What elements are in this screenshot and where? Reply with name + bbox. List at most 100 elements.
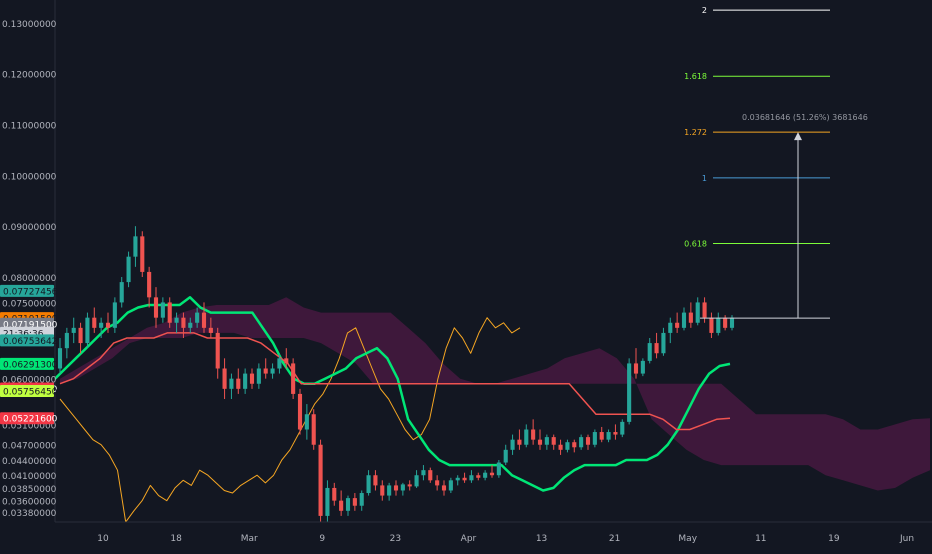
candle-body — [174, 317, 179, 323]
candle-body — [188, 322, 193, 328]
candle — [476, 472, 481, 481]
candle-body — [695, 302, 700, 323]
candle — [359, 490, 364, 511]
candle — [263, 358, 268, 379]
conversion-line — [54, 296, 731, 492]
candle — [496, 459, 501, 478]
candle-body — [318, 444, 323, 516]
candle — [332, 482, 337, 506]
price-badge: 0.05221600 — [0, 412, 58, 425]
candle — [284, 348, 289, 369]
candle-body — [153, 297, 159, 318]
candle-body — [393, 485, 399, 491]
price-badge: 0.06753642 — [0, 334, 57, 347]
price-badge-bg — [0, 357, 54, 370]
candle — [407, 480, 412, 491]
candle-body — [78, 327, 83, 344]
candle — [709, 312, 714, 339]
candle-body — [709, 317, 714, 333]
candle — [133, 226, 138, 267]
candle-body — [428, 470, 433, 481]
candle — [153, 287, 159, 328]
candle — [366, 470, 371, 496]
candle — [393, 480, 399, 496]
y-tick-label: 0.13000000 — [2, 20, 57, 30]
candle-body — [236, 378, 241, 389]
price-badge: 0.07191500 — [0, 317, 58, 330]
candle — [373, 470, 378, 491]
y-axis[interactable]: 0.13000000 0.12000000 0.11000000 0.10000000… — [0, 0, 58, 550]
candle-body — [284, 358, 289, 364]
candle — [256, 363, 261, 389]
candle-body — [510, 439, 515, 450]
candle — [681, 307, 687, 331]
x-axis[interactable]: 10 18 Mar 9 23 Apr 13 21 May 11 19 Jun — [55, 521, 932, 544]
candle-body — [681, 312, 687, 328]
candle — [544, 434, 549, 450]
candle-body — [339, 500, 344, 511]
candle-body — [455, 477, 460, 481]
candle — [291, 358, 296, 399]
candle-body — [181, 317, 186, 328]
candle-body — [332, 487, 337, 501]
candle-body — [112, 302, 117, 328]
candle-body — [352, 498, 357, 506]
fib-level-label: 1 — [702, 174, 707, 183]
price-badge-label: 0.07727456 — [3, 287, 58, 297]
candle — [606, 429, 611, 443]
candle — [558, 439, 563, 455]
x-tick-label: 11 — [755, 534, 766, 544]
candle — [668, 317, 673, 344]
price-badge: 0.06291300 — [0, 357, 58, 370]
candle-body — [421, 470, 426, 476]
candle — [640, 358, 645, 377]
candle-body — [435, 480, 440, 486]
candle — [448, 477, 453, 494]
candle-body — [469, 475, 474, 481]
candle-body — [716, 317, 721, 333]
candles-layer — [57, 226, 735, 522]
price-badge-label: 0.07191500 — [3, 320, 58, 330]
price-badge-bg — [0, 385, 54, 398]
candle — [414, 470, 419, 488]
candle-body — [579, 437, 584, 448]
candle — [441, 480, 447, 496]
candle — [551, 434, 556, 450]
candle — [585, 434, 591, 450]
candle-body — [263, 368, 268, 374]
candle-body — [400, 484, 405, 491]
candle — [627, 358, 632, 425]
candle-body — [675, 322, 680, 328]
x-tick-label: May — [678, 534, 697, 544]
candle — [318, 439, 323, 522]
candle-body — [99, 322, 104, 328]
candle-body — [489, 472, 495, 476]
candle-body — [366, 475, 371, 494]
candle — [249, 368, 255, 389]
candle-body — [277, 358, 282, 369]
y-tick-label: 0.10000000 — [2, 172, 57, 182]
candle-body — [229, 378, 234, 389]
candle-body — [291, 363, 296, 394]
candle — [71, 317, 76, 344]
y-tick-label: 0.12000000 — [2, 71, 57, 81]
candle — [174, 312, 179, 333]
candle-body — [359, 493, 364, 506]
candle-body — [476, 475, 481, 478]
y-tick-label: 0.08000000 — [2, 274, 57, 284]
candle — [304, 404, 309, 440]
candle-body — [160, 302, 165, 318]
price-badge-label: 0.05756450 — [3, 388, 58, 398]
candle-body — [414, 475, 419, 487]
candle — [277, 353, 282, 374]
price-badge-bg — [0, 412, 54, 425]
x-tick-label: 9 — [319, 534, 325, 544]
candle — [92, 307, 97, 333]
candle — [201, 302, 207, 333]
candle-body — [167, 302, 172, 323]
y-tick-label: 0.06000000 — [2, 376, 57, 386]
candle-body — [208, 327, 213, 333]
